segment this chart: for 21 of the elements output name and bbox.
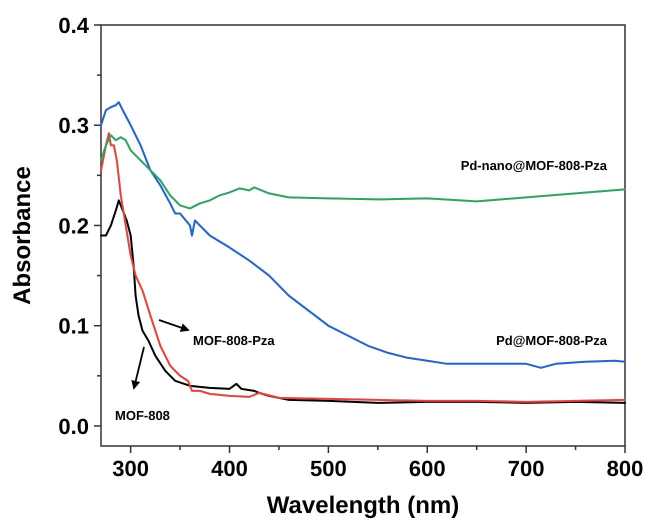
line-series: [100, 101, 626, 369]
y-tick-label: 0.2: [58, 213, 89, 238]
x-tick-label: 700: [508, 456, 544, 481]
y-tick-label: 0.4: [58, 13, 90, 38]
y-tick-label: 0.1: [58, 314, 89, 339]
x-tick-label: 600: [408, 456, 446, 481]
y-axis-title: Absorbance: [9, 166, 36, 305]
x-axis-title: Wavelength (nm): [266, 492, 460, 519]
x-tick-label: 300: [112, 456, 150, 481]
line-series: [100, 199, 626, 404]
x-tick-label: 500: [310, 456, 347, 481]
series-label: Pd-nano@MOF-808-Pza: [460, 158, 608, 173]
series-label: Pd@MOF-808-Pza: [496, 333, 608, 348]
x-tick-label: 800: [606, 456, 644, 481]
text: MOF-808-Pza: [193, 333, 276, 348]
y-tick-label: 0.3: [58, 113, 89, 138]
line-series: [100, 132, 626, 403]
y-tick-label: 0.0: [58, 414, 89, 439]
x-tick-label: 400: [211, 456, 248, 481]
text: MOF-808: [115, 408, 170, 423]
line-series: [100, 134, 626, 210]
